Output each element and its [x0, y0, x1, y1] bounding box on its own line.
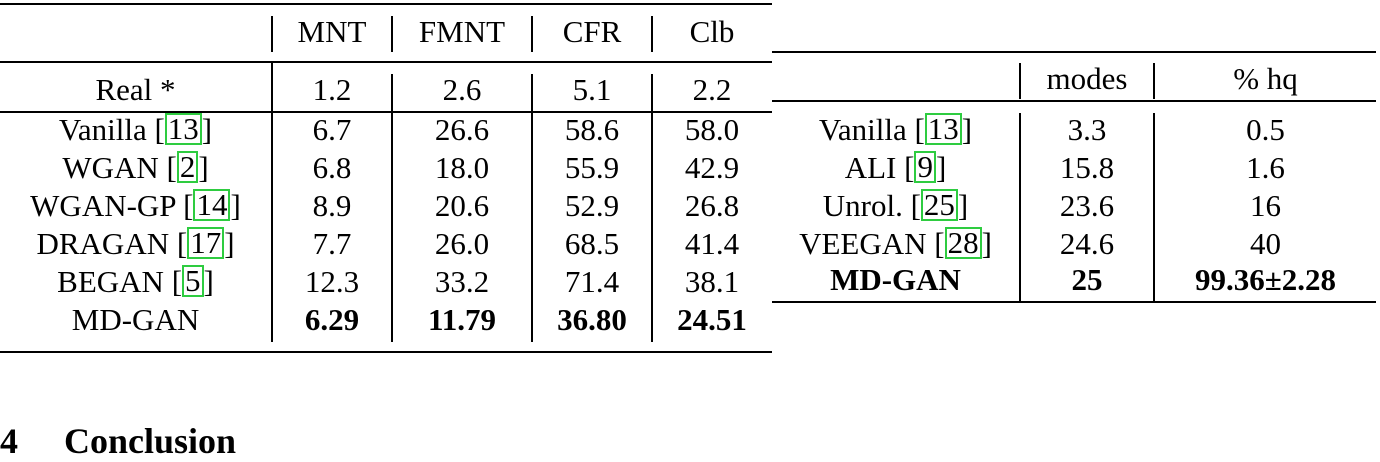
table-cell: 18.0	[434, 150, 490, 185]
table-cell: 11.79	[427, 302, 497, 337]
table-cell: 99.36±2.28	[1194, 262, 1336, 297]
table-cell: 20.6	[434, 188, 490, 223]
left-col-header: FMNT	[418, 14, 506, 49]
section-number: 4	[0, 421, 18, 461]
row-label: MD-GAN	[830, 262, 961, 297]
method-name: VEEGAN	[799, 226, 935, 261]
citation-link[interactable]: 28	[944, 227, 982, 259]
left-table-col-sep	[651, 16, 653, 52]
table-cell: 0.5	[1246, 112, 1285, 147]
method-name: BEGAN	[57, 264, 172, 299]
table-cell: 25	[1071, 262, 1103, 297]
table-cell: 1.2	[312, 72, 352, 107]
table-cell: 41.4	[684, 226, 740, 261]
table-cell: 12.3	[304, 264, 360, 299]
section-title: Conclusion	[64, 421, 237, 461]
left-col-header: Clb	[689, 14, 735, 49]
table-cell: 71.4	[564, 264, 620, 299]
table-cell: 40	[1250, 226, 1281, 261]
left-table-col-sep	[531, 74, 533, 342]
table-cell: 55.9	[564, 150, 620, 185]
table-cell: 2.2	[692, 72, 732, 107]
row-label: Real *	[95, 72, 176, 107]
row-label: Unrol. [25]	[822, 187, 969, 223]
table-cell: 23.6	[1059, 188, 1115, 223]
table-cell: 2.6	[442, 72, 482, 107]
right-table-header-rule	[772, 100, 1376, 102]
row-label: Vanilla [13]	[818, 111, 973, 147]
table-cell: 6.29	[304, 302, 360, 337]
table-cell: 16	[1250, 188, 1281, 223]
citation-link[interactable]: 13	[924, 113, 962, 145]
right-col-header: % hq	[1233, 61, 1298, 96]
row-label: MD-GAN	[71, 302, 200, 337]
table-cell: 24.6	[1059, 226, 1115, 261]
table-cell: 26.0	[434, 226, 490, 261]
citation-link[interactable]: 2	[176, 151, 199, 183]
method-name: DRAGAN	[36, 226, 177, 261]
row-label: DRAGAN [17]	[36, 225, 235, 261]
left-table-col-sep	[391, 74, 393, 342]
left-table-col-sep	[271, 63, 273, 342]
left-table-col-sep	[271, 16, 273, 52]
left-table-col-sep	[391, 16, 393, 52]
table-cell: 36.80	[557, 302, 627, 337]
table-cell: 1.6	[1246, 150, 1285, 185]
left-table-mid-rule	[0, 111, 772, 113]
row-label: WGAN [2]	[62, 149, 209, 185]
table-cell: 52.9	[564, 188, 620, 223]
table-cell: 68.5	[564, 226, 620, 261]
left-table-col-sep	[651, 74, 653, 342]
method-name: Unrol.	[822, 188, 911, 223]
table-cell: 6.8	[312, 150, 352, 185]
left-table-col-sep	[531, 16, 533, 52]
right-col-header: modes	[1046, 61, 1128, 96]
table-cell: 26.6	[434, 112, 490, 147]
table-cell: 7.7	[312, 226, 352, 261]
method-name: WGAN-GP	[30, 188, 184, 223]
table-cell: 58.6	[564, 112, 620, 147]
right-table-col-sep	[1153, 63, 1155, 99]
method-name: ALI	[844, 150, 905, 185]
left-col-header: MNT	[297, 14, 367, 49]
citation-link[interactable]: 25	[920, 189, 958, 221]
right-table-col-sep	[1019, 63, 1021, 99]
table-cell: 6.7	[312, 112, 352, 147]
citation-link[interactable]: 9	[914, 151, 936, 183]
citation-link[interactable]: 14	[193, 189, 231, 221]
left-table-header-rule	[0, 61, 772, 63]
table-cell: 24.51	[677, 302, 747, 337]
row-label: WGAN-GP [14]	[30, 187, 241, 223]
citation-link[interactable]: 13	[164, 113, 202, 145]
citation-link[interactable]: 5	[182, 265, 204, 297]
right-table-bottom-rule	[772, 301, 1376, 303]
table-cell: 8.9	[312, 188, 352, 223]
row-label: VEEGAN [28]	[799, 225, 992, 261]
table-cell: 5.1	[572, 72, 612, 107]
row-label: BEGAN [5]	[57, 263, 214, 299]
right-table-col-sep	[1019, 113, 1021, 302]
left-table-bottom-rule	[0, 351, 772, 353]
row-label: Vanilla [13]	[58, 111, 213, 147]
left-col-header: CFR	[562, 14, 622, 49]
method-name: WGAN	[62, 150, 167, 185]
table-cell: 3.3	[1067, 112, 1107, 147]
section-heading: 4 Conclusion	[0, 420, 236, 462]
table-cell: 26.8	[684, 188, 740, 223]
table-cell: 33.2	[434, 264, 490, 299]
citation-link[interactable]: 17	[187, 227, 225, 259]
right-table-col-sep	[1153, 113, 1155, 302]
method-name: Vanilla	[58, 112, 155, 147]
row-label: ALI [9]	[844, 149, 947, 185]
right-table-top-rule	[772, 51, 1376, 53]
left-table-top-rule	[0, 3, 772, 5]
table-cell: 58.0	[684, 112, 740, 147]
table-cell: 38.1	[684, 264, 740, 299]
table-cell: 42.9	[684, 150, 740, 185]
method-name: Vanilla	[818, 112, 915, 147]
table-cell: 15.8	[1059, 150, 1115, 185]
